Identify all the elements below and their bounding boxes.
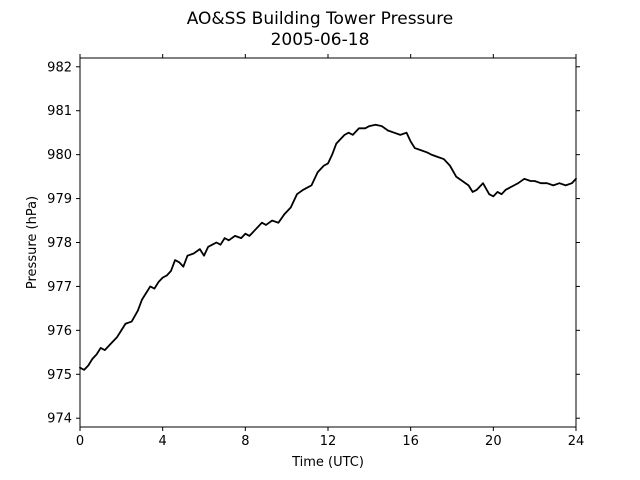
x-tick-label: 24 — [568, 434, 585, 449]
y-axis-label: Pressure (hPa) — [25, 196, 40, 289]
x-tick-label: 4 — [159, 434, 167, 449]
x-axis-label: Time (UTC) — [291, 455, 364, 470]
y-tick-label: 976 — [47, 324, 72, 339]
x-tick-label: 12 — [320, 434, 337, 449]
y-tick-label: 980 — [47, 148, 72, 163]
x-tick-label: 8 — [241, 434, 249, 449]
y-tick-label: 974 — [47, 412, 72, 427]
plot-frame — [79, 57, 577, 428]
plot-area — [79, 123, 577, 371]
y-tick-label: 982 — [47, 60, 72, 75]
y-tick-label: 979 — [47, 192, 72, 207]
chart-subtitle: 2005-06-18 — [271, 30, 370, 50]
x-tick-label: 0 — [76, 434, 84, 449]
x-tick-label: 16 — [402, 434, 419, 449]
y-tick-label: 977 — [47, 280, 72, 295]
chart-title: AO&SS Building Tower Pressure — [187, 9, 454, 29]
y-tick-label: 981 — [47, 104, 72, 119]
ticks-layer: 0 4 8 12 16 20 24 974 975 976 977 978 979 980 981 982 — [47, 54, 584, 449]
y-tick-label: 975 — [47, 368, 72, 383]
x-tick-label: 20 — [485, 434, 502, 449]
pressure-series-line — [79, 123, 577, 371]
y-tick-label: 978 — [47, 236, 72, 251]
